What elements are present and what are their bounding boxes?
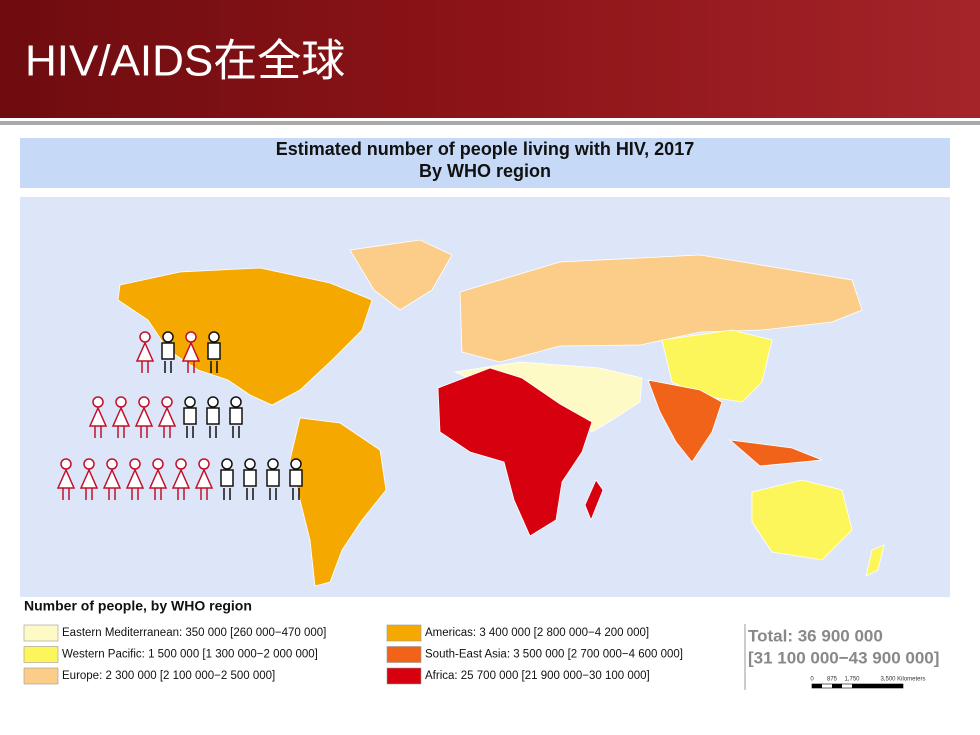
icon-body	[207, 342, 221, 360]
icon-head	[115, 396, 127, 408]
legend-label: Africa: 25 700 000 [21 900 000−30 100 00…	[425, 670, 650, 682]
legend-label: Europe: 2 300 000 [2 100 000−2 500 000]	[62, 670, 275, 682]
legend-swatch	[386, 646, 422, 663]
scale-label: 875	[827, 677, 838, 683]
legend-swatch	[23, 667, 59, 685]
icon-head	[139, 331, 151, 343]
icon-head	[208, 331, 220, 343]
icon-body	[183, 407, 197, 425]
icon-head	[267, 458, 279, 470]
icon-head	[290, 458, 302, 470]
legend-label: Eastern Mediterranean: 350 000 [260 000−…	[62, 627, 326, 639]
region	[661, 329, 773, 403]
region	[459, 254, 863, 363]
icon-body	[161, 342, 175, 360]
total-range: [31 100 000−43 900 000]	[748, 648, 939, 667]
icon-head	[138, 396, 150, 408]
scale-bar: 0 875 1,750 3,500 Kilometers	[810, 677, 926, 689]
region	[865, 544, 885, 577]
legend-title: Number of people, by WHO region	[24, 598, 252, 614]
icon-body	[171, 468, 191, 489]
icon-body	[194, 468, 214, 489]
map-title-box	[20, 138, 950, 188]
legend-label: South-East Asia: 3 500 000 [2 700 000−4 …	[425, 649, 683, 661]
scale-segment	[812, 684, 822, 688]
scale-segment	[852, 684, 903, 688]
total: Total: 36 900 000	[748, 626, 883, 645]
icon-head	[207, 396, 219, 408]
icon-head	[152, 458, 164, 470]
legend-swatch	[386, 624, 422, 642]
slide-title: HIV/AIDS在全球	[25, 37, 345, 86]
icon-body	[289, 469, 303, 487]
icon-head	[230, 396, 242, 408]
legend-swatch	[23, 624, 59, 642]
region	[647, 379, 723, 463]
region	[349, 239, 453, 311]
map-subtitle: By WHO region	[419, 161, 551, 181]
icon-body	[134, 406, 154, 427]
scale-label: 1,750	[844, 677, 860, 683]
icon-body	[181, 341, 201, 362]
icon-body	[243, 469, 257, 487]
scale-segment	[832, 684, 842, 688]
icon-head	[161, 396, 173, 408]
regions	[117, 239, 885, 587]
scale-label: 0	[810, 677, 814, 683]
icon-head	[185, 331, 197, 343]
legend-label: Western Pacific: 1 500 000 [1 300 000−2 …	[62, 649, 318, 661]
header-bar	[0, 0, 980, 118]
legend-swatch	[23, 646, 59, 663]
icon-body	[125, 468, 145, 489]
icon-body	[88, 406, 108, 427]
icon-head	[83, 458, 95, 470]
icon-body	[206, 407, 220, 425]
icon-body	[79, 468, 99, 489]
icon-body	[135, 341, 155, 362]
region	[728, 439, 823, 467]
icon-head	[92, 396, 104, 408]
region	[437, 367, 593, 537]
icon-body	[56, 468, 76, 489]
icon-body	[157, 406, 177, 427]
icon-head	[184, 396, 196, 408]
icon-body	[266, 469, 280, 487]
icon-body	[148, 468, 168, 489]
icon-head	[198, 458, 210, 470]
icon-body	[229, 407, 243, 425]
icon-head	[129, 458, 141, 470]
legend-label: Americas: 3 400 000 [2 800 000−4 200 000…	[425, 627, 649, 639]
scale-label: 3,500 Kilometers	[880, 677, 925, 683]
region	[751, 479, 853, 561]
map-title: Estimated number of people living with H…	[276, 139, 694, 159]
icon-head	[60, 458, 72, 470]
region	[584, 479, 604, 522]
icon-head	[175, 458, 187, 470]
icon-body	[111, 406, 131, 427]
icon-head	[221, 458, 233, 470]
legend: Eastern Mediterranean: 350 000 [260 000−…	[23, 624, 683, 685]
region	[117, 267, 373, 406]
icon-body	[220, 469, 234, 487]
icon-body	[102, 468, 122, 489]
icon-head	[106, 458, 118, 470]
people-icons	[56, 331, 303, 500]
icon-head	[162, 331, 174, 343]
icon-head	[244, 458, 256, 470]
header-rule	[0, 121, 980, 125]
legend-swatch	[386, 667, 422, 685]
